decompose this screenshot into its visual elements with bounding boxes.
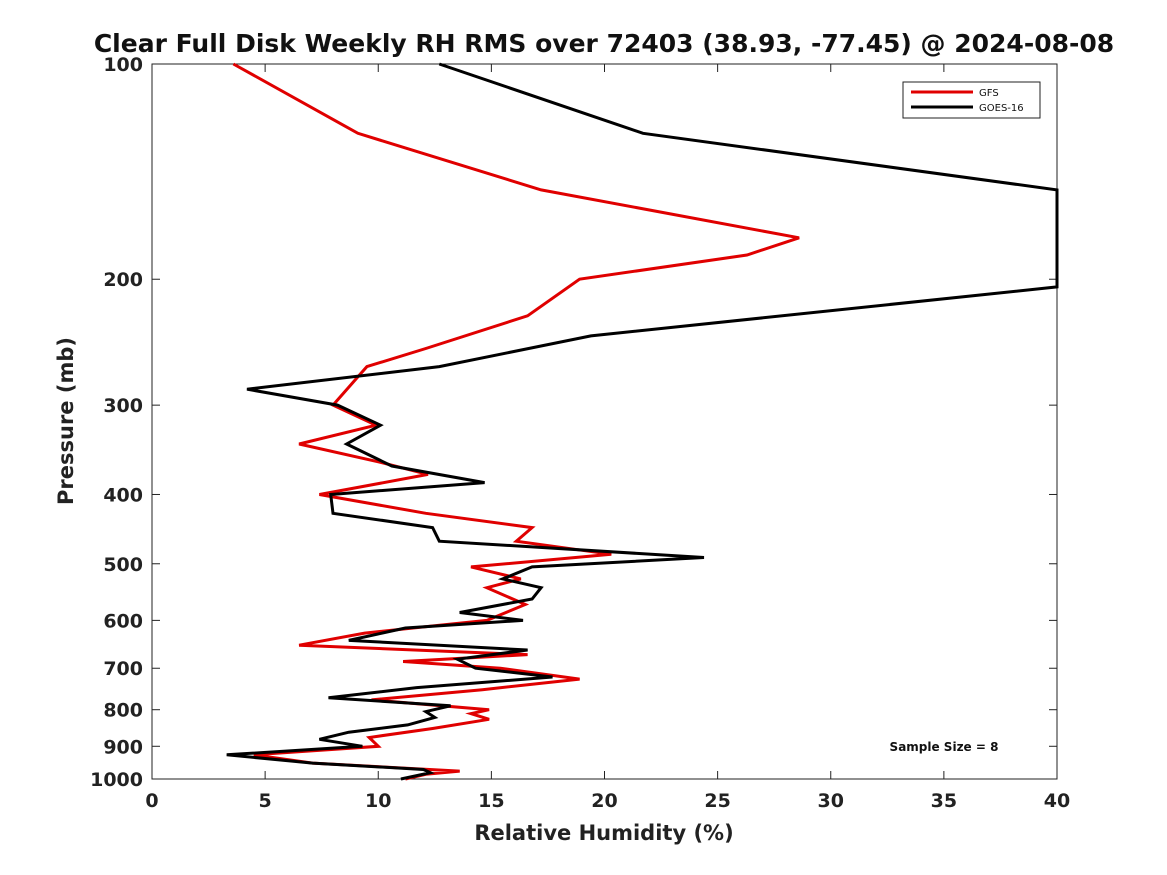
- y-axis-label: Pressure (mb): [54, 337, 78, 505]
- y-tick-label: 700: [103, 658, 143, 680]
- legend-label: GOES-16: [979, 103, 1024, 114]
- x-tick-label: 35: [931, 790, 957, 812]
- legend-label: GFS: [979, 88, 999, 99]
- chart-title: Clear Full Disk Weekly RH RMS over 72403…: [94, 29, 1114, 58]
- x-tick-label: 10: [365, 790, 391, 812]
- y-axis-ticks: 100 200 300 400 500 600 700 800 900 1000: [90, 54, 1057, 791]
- legend: GFS GOES-16: [902, 81, 1041, 119]
- x-tick-label: 40: [1044, 790, 1070, 812]
- x-tick-label: 0: [145, 790, 158, 812]
- series-line-goes-16: [226, 62, 1059, 781]
- y-tick-label: 100: [103, 54, 143, 76]
- x-axis-ticks: 0 5 10 15 20 25 30 35 40: [145, 64, 1070, 812]
- y-tick-label: 600: [103, 610, 143, 632]
- y-tick-label: 800: [103, 700, 143, 722]
- x-tick-label: 30: [818, 790, 844, 812]
- series-line-gfs: [232, 62, 800, 781]
- x-tick-label: 25: [704, 790, 730, 812]
- x-tick-label: 15: [478, 790, 504, 812]
- y-tick-label: 200: [103, 269, 143, 291]
- y-tick-label: 1000: [90, 769, 143, 791]
- x-axis-label: Relative Humidity (%): [474, 821, 733, 845]
- legend-box: [902, 81, 1041, 119]
- y-tick-label: 400: [103, 484, 143, 506]
- x-tick-label: 20: [591, 790, 617, 812]
- series-layer: [226, 62, 1059, 781]
- sample-size-annotation: Sample Size = 8: [890, 740, 999, 754]
- y-tick-label: 500: [103, 554, 143, 576]
- y-tick-label: 900: [103, 736, 143, 758]
- y-tick-label: 300: [103, 395, 143, 417]
- x-tick-label: 5: [259, 790, 272, 812]
